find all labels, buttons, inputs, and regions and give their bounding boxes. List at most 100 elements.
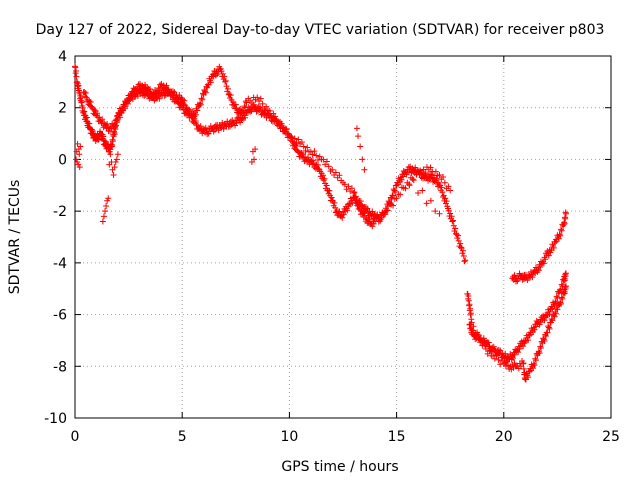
data-points bbox=[72, 63, 569, 383]
data-point bbox=[229, 98, 236, 105]
y-tick-label: -8 bbox=[53, 359, 67, 375]
data-point bbox=[321, 175, 328, 182]
data-point bbox=[266, 107, 273, 114]
data-point bbox=[384, 207, 391, 214]
data-point bbox=[302, 147, 309, 154]
data-point bbox=[329, 166, 336, 173]
data-point bbox=[366, 216, 373, 223]
data-point bbox=[332, 204, 339, 211]
data-point bbox=[511, 360, 518, 367]
data-point bbox=[418, 171, 425, 178]
data-point bbox=[467, 310, 474, 317]
data-point bbox=[532, 357, 539, 364]
data-point bbox=[82, 93, 89, 100]
data-point bbox=[118, 110, 125, 117]
data-point bbox=[545, 324, 552, 331]
data-point bbox=[86, 97, 93, 104]
data-point bbox=[355, 202, 362, 209]
data-point bbox=[447, 187, 454, 194]
data-point bbox=[467, 305, 474, 312]
data-point bbox=[212, 72, 219, 79]
data-point bbox=[443, 198, 450, 205]
data-point bbox=[397, 191, 404, 198]
data-point bbox=[525, 374, 532, 381]
data-point bbox=[198, 95, 205, 102]
data-point bbox=[537, 345, 544, 352]
plot-frame bbox=[74, 55, 612, 419]
data-point bbox=[309, 157, 316, 164]
data-point bbox=[105, 195, 112, 202]
data-point bbox=[531, 326, 538, 333]
data-point bbox=[279, 122, 286, 129]
data-point bbox=[102, 208, 109, 215]
data-point bbox=[432, 208, 439, 215]
data-point bbox=[332, 169, 339, 176]
data-point bbox=[239, 108, 246, 115]
data-point bbox=[94, 110, 101, 117]
data-point bbox=[559, 295, 566, 302]
data-point bbox=[453, 231, 460, 238]
data-point bbox=[328, 194, 335, 201]
data-point bbox=[350, 190, 357, 197]
data-point bbox=[340, 211, 347, 218]
data-point bbox=[336, 208, 343, 215]
data-point bbox=[241, 103, 248, 110]
data-point bbox=[457, 240, 464, 247]
data-point bbox=[357, 206, 364, 213]
data-point bbox=[542, 256, 549, 263]
data-point bbox=[73, 67, 80, 74]
data-point bbox=[495, 346, 502, 353]
data-point bbox=[562, 210, 569, 217]
data-point bbox=[485, 339, 492, 346]
data-point bbox=[73, 156, 80, 163]
data-point bbox=[88, 103, 95, 110]
data-point bbox=[520, 343, 527, 350]
data-point bbox=[202, 89, 209, 96]
data-point bbox=[562, 215, 569, 222]
data-point bbox=[199, 96, 206, 103]
data-point bbox=[532, 323, 539, 330]
data-point bbox=[123, 99, 130, 106]
data-point bbox=[255, 103, 262, 110]
data-point bbox=[288, 134, 295, 141]
data-point bbox=[525, 337, 532, 344]
data-point bbox=[462, 257, 469, 264]
data-point bbox=[141, 92, 148, 99]
data-point bbox=[181, 97, 188, 104]
data-point bbox=[310, 160, 317, 167]
data-point bbox=[391, 187, 398, 194]
data-point bbox=[460, 247, 467, 254]
data-point bbox=[427, 164, 434, 171]
data-point bbox=[445, 183, 452, 190]
data-point bbox=[319, 172, 326, 179]
data-point bbox=[356, 202, 363, 209]
data-point bbox=[519, 276, 526, 283]
data-point bbox=[530, 365, 537, 372]
data-point bbox=[197, 101, 204, 108]
data-point bbox=[104, 197, 111, 204]
data-point bbox=[460, 252, 467, 259]
data-point bbox=[194, 107, 201, 114]
x-axis-label: GPS time / hours bbox=[281, 459, 398, 475]
data-point bbox=[504, 358, 511, 365]
data-point bbox=[557, 226, 564, 233]
data-point bbox=[129, 90, 136, 97]
data-point bbox=[557, 232, 564, 239]
data-point bbox=[355, 133, 362, 140]
data-point bbox=[168, 88, 175, 95]
data-point bbox=[541, 337, 548, 344]
x-tick-label: 10 bbox=[280, 429, 298, 445]
data-point bbox=[553, 293, 560, 300]
data-point bbox=[99, 218, 106, 225]
data-point bbox=[207, 79, 214, 86]
data-point bbox=[224, 85, 231, 92]
data-point bbox=[331, 199, 338, 206]
data-point bbox=[474, 329, 480, 336]
data-point bbox=[163, 82, 170, 89]
data-point bbox=[561, 220, 568, 227]
data-point bbox=[390, 186, 397, 193]
data-point bbox=[352, 194, 359, 201]
data-point bbox=[455, 232, 462, 239]
data-point bbox=[545, 323, 552, 330]
data-point bbox=[448, 213, 455, 220]
